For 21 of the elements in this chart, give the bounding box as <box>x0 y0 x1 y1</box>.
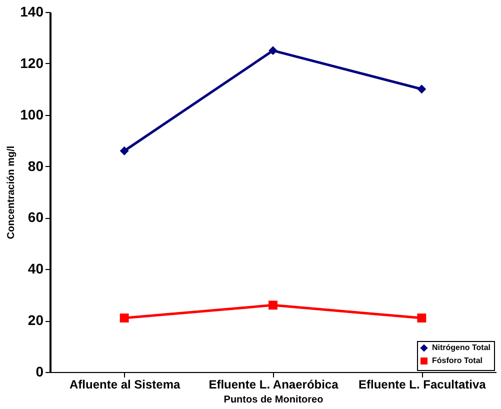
x-tick-label: Efluente L. Facultativa <box>358 378 486 392</box>
y-tick-label: 20 <box>28 312 44 328</box>
x-tick-label: Afluente al Sistema <box>69 378 181 392</box>
y-tick-label: 60 <box>28 209 44 226</box>
y-tick-label: 40 <box>28 260 44 277</box>
point <box>120 146 129 156</box>
legend-label: Fósforo Total <box>432 356 483 365</box>
point <box>417 84 426 94</box>
x-tick-label: Efluente L. Anaeróbica <box>208 378 339 392</box>
point <box>268 46 278 56</box>
point <box>120 314 129 322</box>
point <box>268 300 278 310</box>
y-tick-label: 80 <box>28 158 44 174</box>
y-tick-label: 140 <box>20 4 44 20</box>
point <box>417 314 426 322</box>
y-axis-title: Concentración mg/l <box>6 146 18 240</box>
y-tick-label: 100 <box>20 106 44 122</box>
y-tick-label: 0 <box>36 364 44 380</box>
legend-label: Nitrógeno Total <box>432 343 491 352</box>
y-tick-label: 120 <box>20 54 44 71</box>
x-axis-title: Puntos de Monitoreo <box>224 394 324 406</box>
